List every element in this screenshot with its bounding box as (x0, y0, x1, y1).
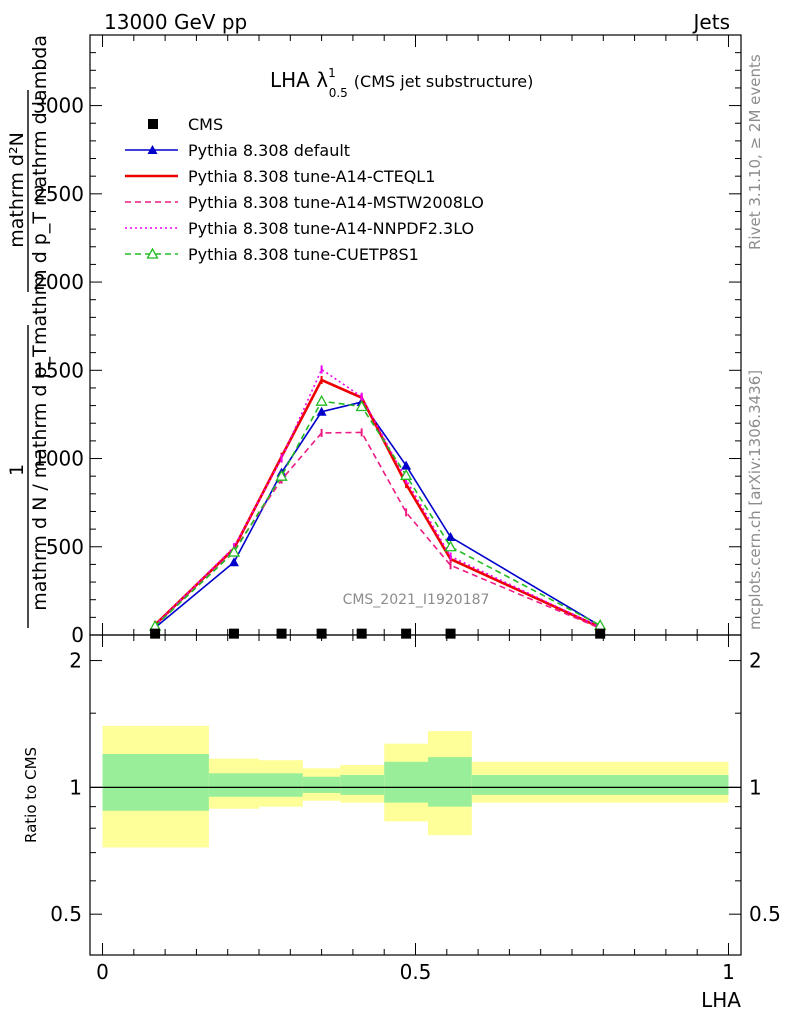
ratio-band-green-0 (102, 754, 209, 811)
title-suffix: (CMS jet substructure) (354, 72, 534, 91)
ratio-band-green-4 (340, 774, 385, 795)
series-line-0 (154, 401, 601, 629)
series-marker-4 (315, 394, 328, 406)
cms-data-point (228, 628, 239, 639)
rivet-label: Rivet 3.1.10, ≥ 2M events (746, 54, 764, 250)
y-tick-label: 2500 (33, 182, 84, 206)
title-sub: 0.5 (329, 86, 348, 100)
series-marker-4 (444, 540, 457, 552)
energy-label: 13000 GeV pp (104, 10, 247, 34)
ratio-ylabel: Ratio to CMS (22, 747, 40, 843)
x-tick-label: 0.5 (400, 960, 432, 984)
series-marker-4 (400, 468, 413, 480)
cms-data-point (445, 628, 456, 639)
ratio-band-green-2 (259, 773, 303, 797)
series-line-3 (154, 368, 601, 628)
cms-data-point (316, 628, 327, 639)
series-line-4 (154, 400, 601, 627)
legend-cms-marker (148, 119, 158, 129)
y-tick-label: 500 (46, 535, 84, 559)
cms-data-point (401, 628, 412, 639)
ylabel-norm-denominator: mathrm d N / mathrm d p_T (29, 345, 51, 611)
ratio-tick-label-left: 1 (69, 775, 82, 799)
ratio-tick-label-right: 0.5 (749, 902, 781, 926)
ratio-band-green-1 (208, 773, 260, 797)
y-tick-label: 3000 (33, 94, 84, 118)
legend-label-0: Pythia 8.308 default (188, 141, 350, 160)
legend-label-1: Pythia 8.308 tune-A14-CTEQL1 (188, 167, 435, 186)
x-axis-label: LHA (701, 988, 741, 1012)
legend-marker-0 (147, 145, 158, 154)
legend-label-4: Pythia 8.308 tune-CUETP8S1 (188, 245, 419, 264)
legend-label-3: Pythia 8.308 tune-A14-NNPDF2.3LO (188, 219, 474, 238)
ratio-band-green-5 (384, 761, 429, 803)
ratio-tick-label-left: 0.5 (50, 902, 82, 926)
series-layer (148, 365, 607, 639)
cms-data-point (595, 628, 606, 639)
ratio-band-green-6 (428, 757, 472, 807)
ylabel-denominator: mathrm d p_T mathrm d lambda (29, 35, 51, 345)
series-marker-4 (227, 545, 241, 557)
x-tick-label: 0 (96, 960, 109, 984)
series-marker-4 (355, 400, 368, 412)
y-tick-label: 0 (71, 623, 84, 647)
plot-title: LHA λ1 0.5 (CMS jet substructure) (270, 66, 533, 100)
ylabel-numerator: mathrm d²N (6, 132, 28, 248)
cms-data-point (356, 628, 367, 639)
title-sup: 1 (328, 66, 336, 80)
y-tick-label: 1000 (33, 447, 84, 471)
y-tick-label: 1500 (33, 358, 84, 382)
series-marker-4 (275, 469, 288, 481)
legend-marker-4 (146, 247, 159, 259)
category-label: Jets (692, 10, 730, 34)
axis-ticks: 0 500 1000 1500 2000 2500 3000 0 0.5 1 0.5 0.5 1 1 2 2 (33, 34, 781, 984)
series-marker-0 (401, 460, 412, 470)
mcplots-label: mcplots.cern.ch [arXiv:1306.3436] (746, 370, 764, 630)
legend-label-2: Pythia 8.308 tune-A14-MSTW2008LO (188, 193, 484, 212)
ratio-tick-label-right: 2 (749, 649, 762, 673)
series-marker-0 (228, 557, 239, 567)
legend-cms-label: CMS (188, 115, 223, 134)
title-main: LHA λ (270, 68, 328, 92)
x-tick-label: 1 (722, 960, 735, 984)
ratio-band-green-7 (471, 774, 729, 795)
ratio-tick-label-right: 1 (749, 775, 762, 799)
y-tick-label: 2000 (33, 270, 84, 294)
ratio-tick-label-left: 2 (69, 649, 82, 673)
cms-data-point (276, 628, 287, 639)
ratio-band-green-3 (302, 776, 341, 793)
ratio-frame (89, 634, 742, 956)
series-marker-0 (445, 532, 456, 542)
ratio-bands (90, 725, 741, 848)
ylabel-norm-numerator: 1 (6, 464, 28, 476)
analysis-id: CMS_2021_I1920187 (343, 592, 490, 608)
series-marker-0 (316, 406, 327, 416)
cms-data-point (150, 628, 161, 639)
legend: CMS Pythia 8.308 default Pythia 8.308 tune… (125, 115, 484, 264)
